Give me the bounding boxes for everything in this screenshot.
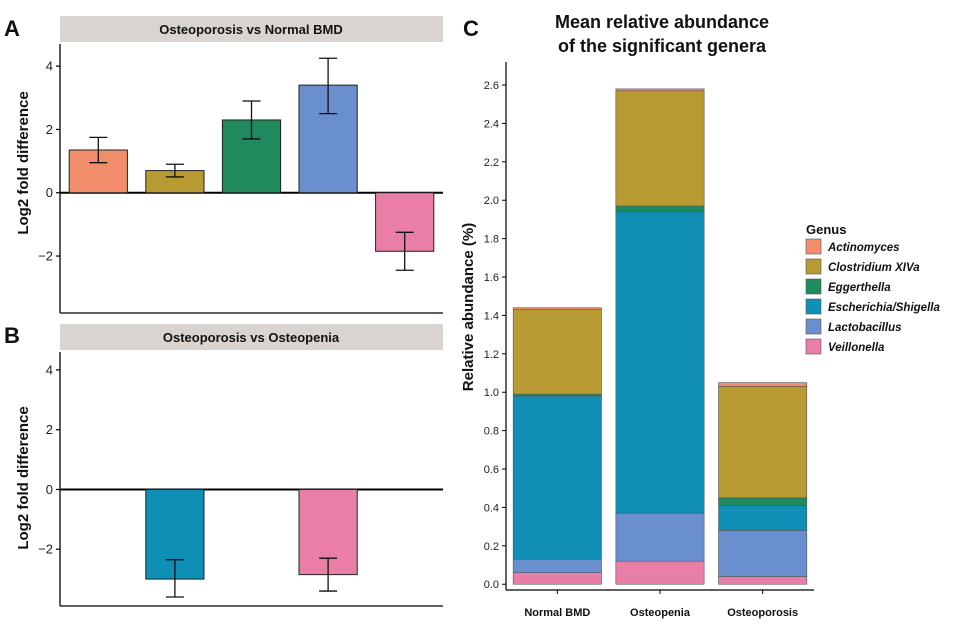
panel-b-strip xyxy=(60,324,443,350)
legend-swatch xyxy=(805,318,822,335)
panel-a-title: Osteoporosis vs Normal BMD xyxy=(159,22,343,37)
panel-c-ytick-label: 1.0 xyxy=(484,387,499,399)
panel-c-letter: C xyxy=(463,16,479,41)
legend-label: Actinomyces xyxy=(827,242,900,254)
panel-a-errorbar-veillonella xyxy=(395,231,414,271)
panel-b-ylabel: Log2 fold difference xyxy=(15,406,32,549)
panel-a-ytick-label: −2 xyxy=(38,249,53,264)
legend-swatch xyxy=(805,338,822,355)
legend: Genus Actinomyces Clostridium XIVa Eggerth… xyxy=(805,222,940,355)
panel-c-ytick-label: 2.4 xyxy=(484,118,499,130)
panel-a-plot: −2 0 2 4 xyxy=(38,44,443,314)
panel-c-ytick-label: 0.0 xyxy=(484,579,499,591)
stack-normal-bmd-actinomyces xyxy=(512,307,602,310)
panel-c-ytick-label: 2.0 xyxy=(484,195,499,207)
panel-c-ytick-label: 1.8 xyxy=(484,234,499,246)
legend-item-actinomyces: Actinomyces xyxy=(805,238,900,255)
panel-a-bar-eggerthella xyxy=(221,119,282,194)
panel-a-strip xyxy=(60,16,443,42)
x-category-label-osteopenia: Osteopenia xyxy=(630,607,691,619)
panel-b: B Osteoporosis vs Osteopenia Log2 fold d… xyxy=(4,323,443,607)
legend-item-clostridium-xiva: Clostridium XIVa xyxy=(805,258,920,275)
x-category-label-osteoporosis: Osteoporosis xyxy=(727,607,798,619)
panel-c-title-line-2: of the significant genera xyxy=(558,36,767,56)
stack-normal-bmd-veillonella xyxy=(512,572,602,585)
panel-c-ytick-label: 0.6 xyxy=(484,464,499,476)
panel-c: C Mean relative abundance of the signifi… xyxy=(460,12,940,619)
stack-osteopenia-clostridium-xiva xyxy=(615,90,705,207)
panel-c-ytick-label: 0.2 xyxy=(484,541,499,553)
panel-b-plot: −2 0 2 4 xyxy=(38,352,443,607)
panel-b-title: Osteoporosis vs Osteopenia xyxy=(163,330,340,345)
legend-label: Veillonella xyxy=(828,342,885,354)
legend-item-escherichia-shigella: Escherichia/Shigella xyxy=(805,298,940,315)
stack-normal-bmd-lactobacillus xyxy=(512,558,602,574)
stack-osteoporosis-escherichia-shigella xyxy=(718,505,808,531)
stack-osteopenia-eggerthella xyxy=(615,205,705,213)
panel-a-errorbar-lactobacillus xyxy=(319,57,338,115)
panel-b-errorbar-escherichia-shigella xyxy=(165,559,184,598)
panel-c-ytick-label: 0.4 xyxy=(484,502,499,514)
legend-swatch xyxy=(805,278,822,295)
stack-osteopenia-veillonella xyxy=(615,560,705,585)
panel-a-ytick-label: 4 xyxy=(46,59,53,74)
legend-item-eggerthella: Eggerthella xyxy=(805,278,891,295)
legend-item-lactobacillus: Lactobacillus xyxy=(805,318,902,335)
stack-osteopenia-escherichia-shigella xyxy=(615,211,705,514)
x-category-label-normal-bmd: Normal BMD xyxy=(524,607,590,619)
stack-normal-bmd-clostridium-xiva xyxy=(512,309,602,395)
panel-b-ytick-label: 4 xyxy=(46,362,53,377)
panel-a-ylabel: Log2 fold difference xyxy=(15,91,32,234)
stack-normal-bmd-escherichia-shigella xyxy=(512,395,602,560)
panel-c-ytick-label: 2.2 xyxy=(484,157,499,169)
panel-b-ytick-label: 2 xyxy=(46,422,53,437)
panel-a-errorbar-eggerthella xyxy=(242,100,261,140)
panel-a-ytick-label: 2 xyxy=(46,122,53,137)
legend-label: Eggerthella xyxy=(828,282,891,294)
legend-label: Clostridium XIVa xyxy=(828,262,920,274)
panel-a-bar-lactobacillus xyxy=(298,84,358,194)
panel-a-ytick-label: 0 xyxy=(46,185,53,200)
panel-a: A Osteoporosis vs Normal BMD Log2 fold d… xyxy=(4,16,443,314)
stack-osteoporosis-clostridium-xiva xyxy=(718,386,808,499)
panel-c-plot: Normal BMD Osteopenia Osteoporosis 0.0 0.2 0.… xyxy=(484,62,814,619)
stack-osteoporosis-veillonella xyxy=(718,576,808,585)
legend-swatch xyxy=(805,238,822,255)
legend-label: Escherichia/Shigella xyxy=(828,302,940,314)
panel-c-ytick-label: 1.2 xyxy=(484,349,499,361)
panel-c-ytick-label: 2.6 xyxy=(484,80,499,92)
stack-osteoporosis-eggerthella xyxy=(718,497,808,506)
panel-b-letter: B xyxy=(4,323,20,348)
stack-osteopenia-lactobacillus xyxy=(615,512,705,562)
panel-c-ytick-label: 1.4 xyxy=(484,310,499,322)
panel-b-ytick-label: −2 xyxy=(38,542,53,557)
legend-item-veillonella: Veillonella xyxy=(805,338,885,355)
legend-title: Genus xyxy=(806,222,846,237)
panel-b-ytick-label: 0 xyxy=(46,482,53,497)
panel-a-errorbar-clostridium-xiva xyxy=(165,163,184,178)
panel-a-errorbar-actinomyces xyxy=(89,136,108,164)
legend-swatch xyxy=(805,298,822,315)
panel-b-errorbar-veillonella xyxy=(319,557,338,592)
panel-c-title-line-1: Mean relative abundance xyxy=(555,12,769,32)
panel-c-ytick-label: 1.6 xyxy=(484,272,499,284)
panel-c-ylabel: Relative abundance (%) xyxy=(460,223,477,391)
legend-label: Lactobacillus xyxy=(828,322,902,334)
panel-c-ytick-label: 0.8 xyxy=(484,426,499,438)
stack-osteoporosis-lactobacillus xyxy=(718,530,808,577)
stack-osteopenia-actinomyces xyxy=(615,88,705,92)
panel-a-letter: A xyxy=(4,16,20,41)
legend-swatch xyxy=(805,258,822,275)
stack-osteoporosis-actinomyces xyxy=(718,382,808,387)
